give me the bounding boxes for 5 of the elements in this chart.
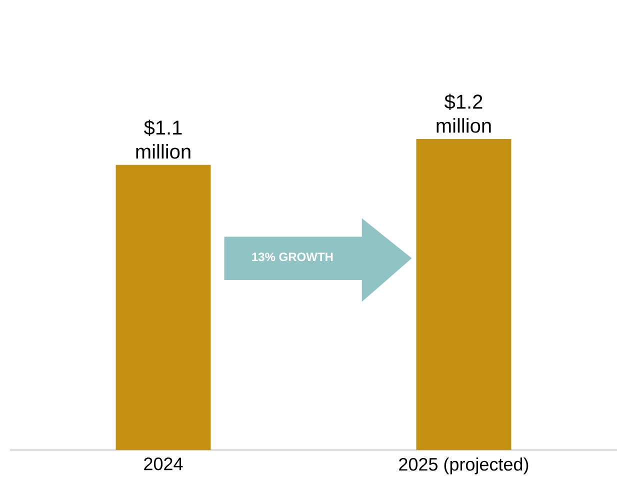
data-label: $1.1 million: [136, 120, 190, 159]
data-label: $1.2 million: [436, 94, 491, 133]
annotation: 13% GROWTH: [252, 252, 333, 262]
x-tick-label: 2024: [144, 458, 183, 470]
x-tick-label: 2025 (projected): [399, 458, 528, 474]
